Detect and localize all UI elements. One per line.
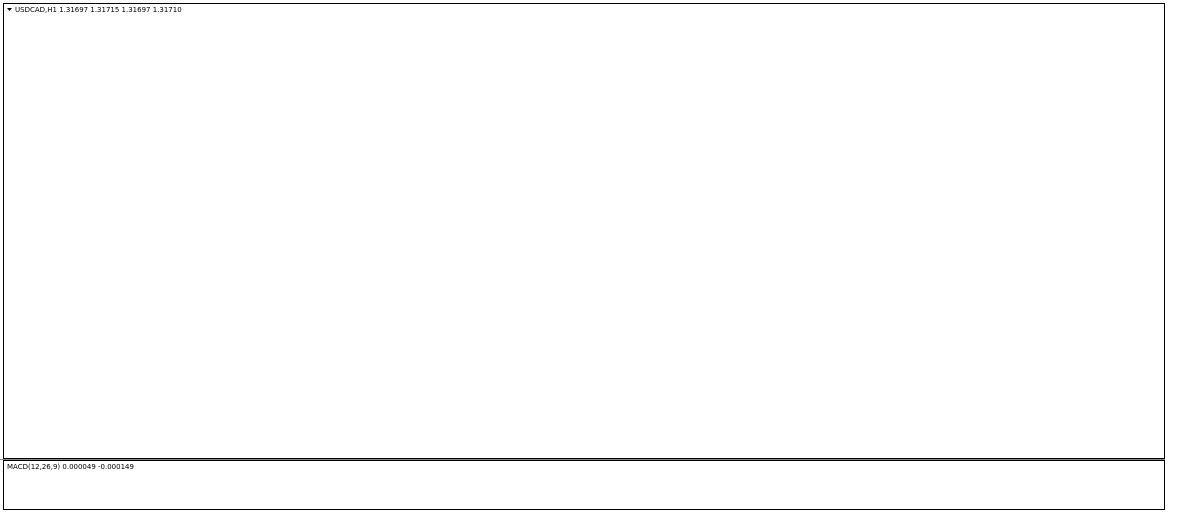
menu-arrow[interactable] (7, 8, 12, 11)
macd-panel (3, 460, 1165, 510)
price-panel (3, 3, 1165, 459)
chart-title: USDCAD,H1 1.31697 1.31715 1.31697 1.3171… (15, 6, 182, 14)
macd-title: MACD(12,26,9) 0.000049 -0.000149 (7, 463, 134, 471)
